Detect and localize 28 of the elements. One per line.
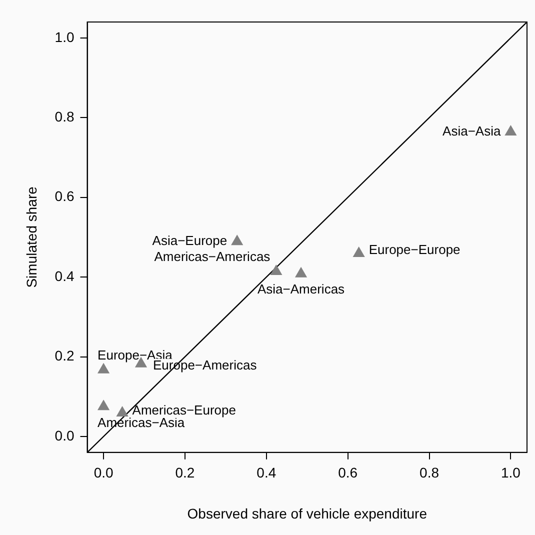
x-tick-label: 0.4 <box>256 464 276 481</box>
x-tick-label: 0.6 <box>338 464 358 481</box>
y-tick-label: 0.0 <box>54 427 74 444</box>
y-tick-label: 0.6 <box>54 188 74 204</box>
point <box>97 362 110 374</box>
annotation: Asia−Europe <box>152 233 228 248</box>
annotation: Americas−Americas <box>154 249 271 264</box>
y-tick-label: 0.8 <box>54 108 74 125</box>
point <box>294 266 308 278</box>
x-tick-label: 1.0 <box>500 464 521 481</box>
annotation: Europe−Europe <box>368 242 460 258</box>
x-axis-title: Observed share of vehicle expenditure <box>187 505 428 522</box>
x-tick-label: 0.0 <box>94 464 114 481</box>
y-axis-title: Simulated share <box>23 186 40 288</box>
point <box>504 124 517 136</box>
annotation: Asia−Asia <box>442 124 502 139</box>
point <box>270 264 282 275</box>
y-tick-label: 0.4 <box>54 268 74 284</box>
annotation: Asia−Americas <box>257 281 346 296</box>
point <box>352 246 365 258</box>
annotation: Americas−Europe <box>132 402 236 418</box>
point <box>97 400 110 410</box>
x-tick-label: 0.8 <box>420 464 440 481</box>
y-tick-label: 1.0 <box>54 28 74 45</box>
y-tick-label: 0.2 <box>54 348 74 364</box>
x-tick-label: 0.2 <box>175 464 195 481</box>
point <box>116 406 128 416</box>
point <box>231 234 244 246</box>
